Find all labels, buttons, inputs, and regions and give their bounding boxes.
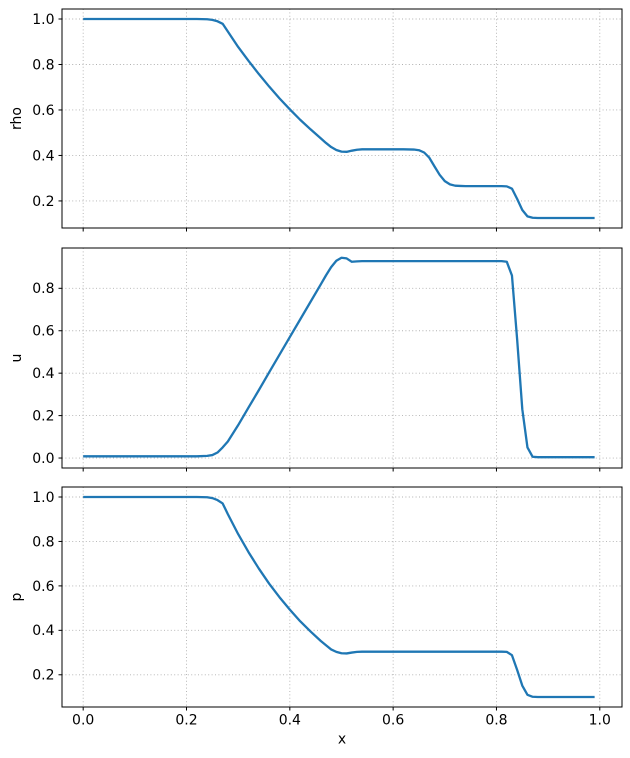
rho-curve [83, 17, 595, 220]
subplot-rho: 0.2 0.4 0.6 0.8 1.0 rho [9, 8, 623, 232]
y-axis-label-p: p [9, 592, 25, 601]
y-tick-label: 0.2 [32, 668, 54, 684]
y-tick-label: 1.0 [32, 490, 54, 506]
y-tick-label: 0.4 [32, 148, 54, 164]
y-tick-label: 0.8 [32, 57, 54, 73]
y-tick-label: 0.6 [32, 103, 54, 119]
u-curve [83, 256, 595, 459]
p-curve [83, 495, 595, 699]
grid-p [62, 487, 622, 707]
x-tick-label: 0.8 [485, 713, 507, 729]
x-tick-label: 0.0 [72, 713, 94, 729]
axes-spines [61, 247, 623, 469]
grid-rho [62, 9, 622, 228]
y-tick-label: 0.6 [32, 324, 54, 340]
y-tick-label: 0.2 [32, 194, 54, 210]
y-tick-label: 0.6 [32, 579, 54, 595]
tick-marks [58, 18, 601, 232]
y-axis-label-u: u [9, 354, 25, 363]
y-tick-label: 0.0 [32, 451, 54, 467]
subplot-p: 0.2 0.4 0.6 0.8 1.0 p 0.0 0.2 0.4 0.6 0.8 1.0 x [9, 486, 623, 748]
y-tick-label: 0.8 [32, 534, 54, 550]
y-tick-label: 0.4 [32, 623, 54, 639]
x-tick-label: 0.2 [175, 713, 197, 729]
tick-marks [58, 496, 601, 711]
axes-spines [61, 486, 623, 708]
y-tick-label: 0.2 [32, 408, 54, 424]
grid-u [62, 248, 622, 468]
x-tick-label: 0.6 [382, 713, 404, 729]
y-tick-label: 0.4 [32, 366, 54, 382]
axes-spines [61, 8, 623, 229]
x-tick-label: 0.4 [279, 713, 301, 729]
y-axis-label-rho: rho [9, 107, 25, 130]
y-tick-label: 0.8 [32, 281, 54, 297]
x-axis-label: x [338, 732, 346, 748]
y-tick-label: 1.0 [32, 12, 54, 28]
tick-marks [58, 287, 601, 472]
x-tick-label: 1.0 [589, 713, 611, 729]
subplot-u: 0.0 0.2 0.4 0.6 0.8 u [9, 247, 623, 472]
